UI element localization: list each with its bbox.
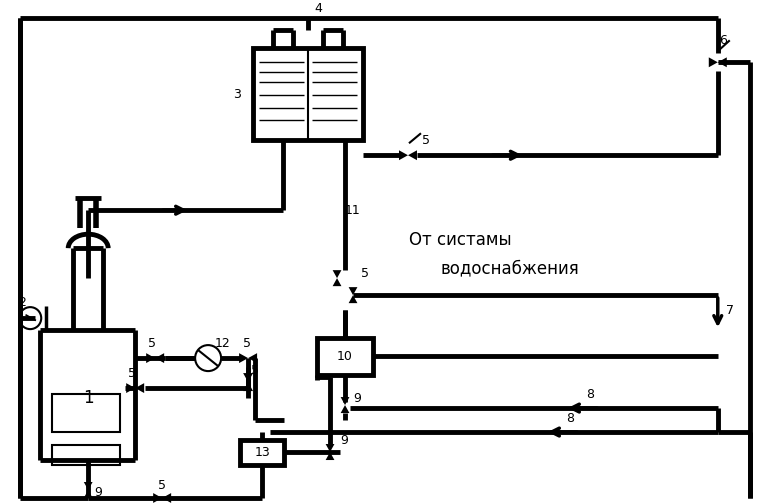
Text: 13: 13 (254, 446, 270, 459)
Polygon shape (718, 57, 727, 67)
Text: 9: 9 (340, 433, 348, 447)
Text: 5: 5 (422, 134, 430, 147)
Polygon shape (135, 383, 144, 393)
Text: 5: 5 (243, 337, 251, 350)
Text: 4: 4 (314, 2, 322, 15)
Bar (253, 48, 363, 140)
Text: 5: 5 (148, 337, 156, 350)
Polygon shape (243, 382, 253, 391)
Polygon shape (408, 150, 417, 160)
Polygon shape (162, 493, 171, 503)
Text: 9: 9 (94, 485, 102, 498)
Polygon shape (326, 444, 334, 452)
Bar (240, 440, 284, 465)
Text: 7: 7 (726, 303, 733, 317)
Bar (52, 394, 120, 432)
Polygon shape (341, 405, 349, 413)
Polygon shape (155, 353, 164, 363)
Bar (52, 445, 120, 465)
Text: 10: 10 (337, 350, 353, 362)
Polygon shape (349, 287, 357, 295)
Text: 3: 3 (233, 88, 241, 101)
Polygon shape (243, 373, 253, 382)
Text: От систамы: От систамы (409, 231, 511, 249)
Text: 9: 9 (353, 392, 361, 405)
Polygon shape (84, 490, 93, 498)
Text: 6: 6 (719, 34, 727, 47)
Polygon shape (399, 150, 408, 160)
Polygon shape (153, 493, 162, 503)
Polygon shape (248, 353, 257, 363)
Bar (317, 338, 373, 375)
Text: водоснабжения: водоснабжения (441, 259, 579, 277)
Text: 5: 5 (158, 478, 166, 491)
Polygon shape (349, 295, 357, 303)
Polygon shape (326, 452, 334, 460)
Polygon shape (333, 278, 342, 286)
Polygon shape (341, 397, 349, 405)
Text: 5: 5 (251, 363, 259, 376)
Text: 1: 1 (83, 389, 94, 407)
Text: 8: 8 (566, 412, 574, 424)
Polygon shape (146, 353, 155, 363)
Polygon shape (239, 353, 248, 363)
Text: 12: 12 (214, 337, 230, 350)
Text: 8: 8 (586, 388, 594, 401)
Text: 5: 5 (361, 267, 369, 280)
Polygon shape (333, 270, 342, 278)
Text: 5: 5 (128, 366, 136, 380)
Text: 2: 2 (18, 296, 26, 308)
Polygon shape (709, 57, 718, 67)
Text: 11: 11 (345, 204, 361, 217)
Polygon shape (84, 482, 93, 490)
Polygon shape (126, 383, 135, 393)
